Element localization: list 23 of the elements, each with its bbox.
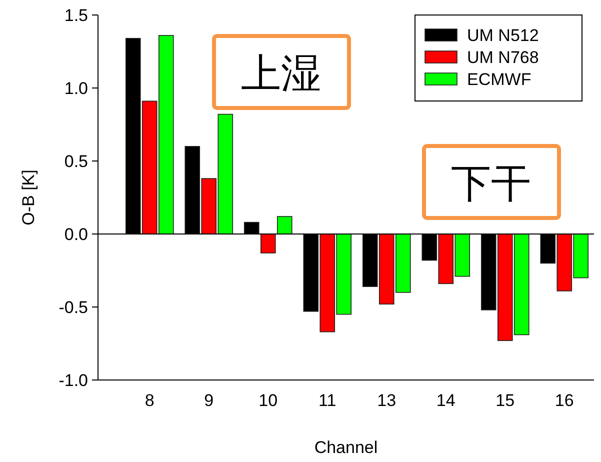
- bar: [276, 216, 292, 234]
- y-tick-label: 0.5: [64, 152, 88, 171]
- x-tick-label: 16: [554, 391, 574, 410]
- y-tick-label: 1.0: [64, 79, 88, 98]
- bar: [260, 234, 276, 254]
- x-tick-label: 11: [318, 391, 336, 410]
- y-tick-label: -1.0: [58, 371, 88, 390]
- annotation: 下干: [451, 161, 531, 206]
- x-tick-label: 15: [496, 391, 515, 410]
- legend-label: ECMWF: [467, 70, 532, 89]
- legend-label: UM N512: [467, 26, 539, 45]
- y-tick-label: 0.0: [64, 225, 88, 244]
- x-tick-label: 9: [204, 391, 214, 410]
- x-axis-title: Channel: [314, 438, 378, 457]
- x-tick-label: 14: [436, 391, 456, 410]
- y-tick-label: 1.5: [64, 6, 88, 25]
- y-tick-label: -0.5: [58, 298, 88, 317]
- x-tick-label: 8: [144, 391, 154, 410]
- y-axis-title: O-B [K]: [19, 170, 38, 226]
- legend-label: UM N768: [467, 48, 539, 67]
- x-tick-label: 13: [377, 391, 396, 410]
- annotation: 上湿: [241, 51, 321, 96]
- x-tick-label: 10: [258, 391, 278, 410]
